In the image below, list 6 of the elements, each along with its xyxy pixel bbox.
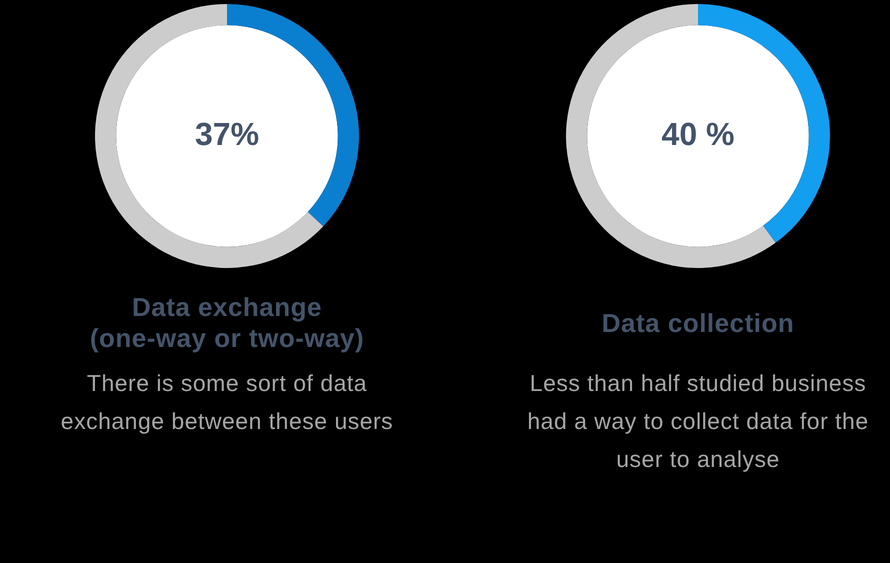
text: Data collection [600, 306, 796, 340]
text: There is some sort of data exchange between these users [60, 369, 394, 436]
data-label: 40 % [662, 116, 734, 152]
text: Less than half studied business had a way to collect data for the user to analyse [526, 369, 870, 474]
text: Data exchange (one-way or two-way) [88, 291, 366, 355]
data-label: 37% [194, 116, 260, 152]
